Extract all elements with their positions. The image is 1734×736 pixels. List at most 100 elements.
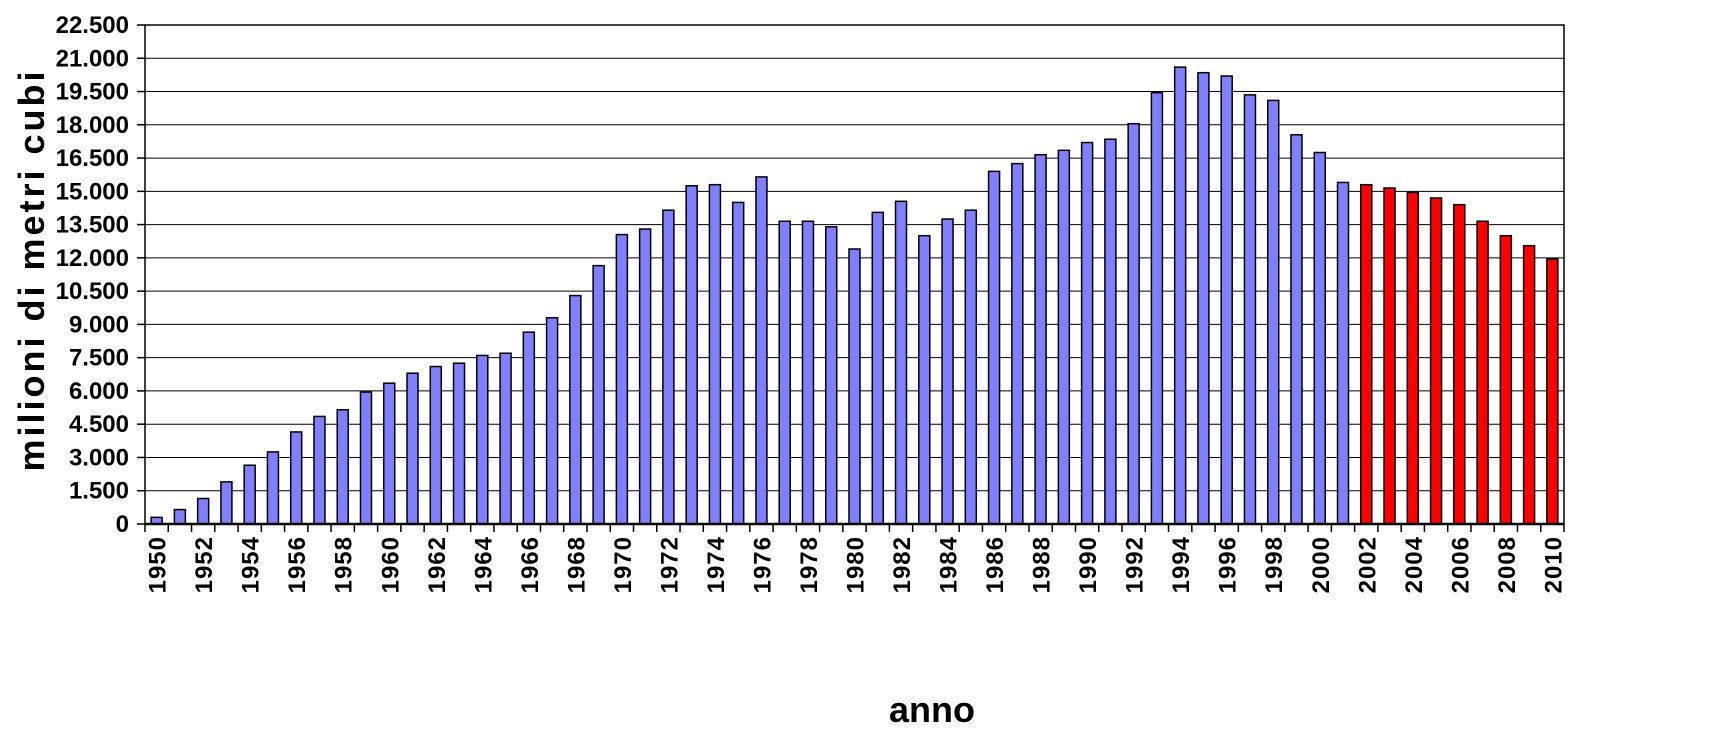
y-tick-label: 10.500: [56, 278, 129, 305]
bar-1975: [731, 201, 745, 525]
bar-2004: [1406, 191, 1420, 525]
x-tick-label: 1956: [284, 536, 311, 593]
bar-1969: [592, 264, 605, 525]
bar-1966: [522, 331, 536, 525]
x-tick-label: 1954: [238, 536, 265, 593]
bar-1979: [824, 226, 838, 525]
bar-2000: [1313, 151, 1326, 525]
bar-1968: [569, 294, 582, 525]
x-tick-label: 1994: [1168, 536, 1195, 593]
bar-1994: [1173, 66, 1187, 525]
bar-1987: [1011, 162, 1024, 525]
bar-1985: [964, 209, 978, 525]
bar-1952: [196, 497, 210, 525]
x-tick-label: 1986: [982, 536, 1009, 593]
bars: [150, 66, 1559, 525]
bar-1976: [755, 176, 768, 525]
x-tick-label: 1992: [1122, 536, 1149, 593]
bar-1970: [615, 233, 629, 525]
bar-1998: [1266, 99, 1280, 525]
bar-1996: [1220, 75, 1233, 525]
bar-1990: [1080, 141, 1094, 525]
x-tick-label: 1976: [749, 536, 776, 593]
bar-1959: [359, 391, 373, 525]
x-axis-title: anno: [889, 689, 975, 730]
x-tick-label: 1958: [331, 536, 358, 593]
bar-1983: [918, 234, 931, 525]
x-tick-label: 1970: [610, 536, 637, 593]
x-tick-label: 2006: [1447, 536, 1474, 593]
x-tick-label: 1980: [843, 536, 870, 593]
bar-2001: [1336, 181, 1350, 525]
bar-2005: [1429, 197, 1443, 525]
bar-1982: [894, 200, 908, 525]
bar-1988: [1034, 153, 1047, 525]
y-tick-label: 12.000: [56, 245, 129, 272]
bar-1984: [941, 218, 954, 525]
bar-1999: [1290, 134, 1303, 525]
bar-1978: [801, 220, 815, 525]
bar-1956: [289, 431, 303, 525]
y-tick-label: 19.500: [56, 79, 129, 106]
x-tick-label: 1998: [1261, 536, 1288, 593]
bar-1992: [1127, 122, 1140, 525]
bar-1997: [1243, 94, 1257, 525]
y-tick-labels: 0 1.500 3.000 4.500 6.000 7.500 9.000 10.500 12.…: [56, 12, 145, 538]
x-tick-label: 1974: [703, 536, 730, 593]
y-axis-title: milioni di metri cubi: [11, 68, 52, 471]
bar-1980: [848, 248, 861, 525]
y-tick-label: 18.000: [56, 112, 129, 139]
y-tick-label: 21.000: [56, 45, 129, 72]
bar-2003: [1383, 187, 1396, 525]
x-tick-label: 1960: [377, 536, 404, 593]
y-tick-label: 1.500: [69, 478, 129, 505]
y-tick-label: 13.500: [56, 212, 129, 239]
bar-2006: [1453, 203, 1466, 525]
x-tick-labels: 1950 1952 1954 1956 1958 1960 1962 1964 1966 1968…: [144, 524, 1567, 593]
x-tick-label: 1982: [889, 536, 916, 593]
y-tick-label: 22.500: [56, 12, 129, 39]
bar-2007: [1476, 220, 1489, 525]
bar-1991: [1104, 138, 1117, 525]
bar-1961: [406, 372, 419, 525]
x-tick-label: 1966: [517, 536, 544, 593]
y-tick-label: 3.000: [69, 444, 129, 471]
y-tick-label: 16.500: [56, 145, 129, 172]
bar-1960: [383, 382, 396, 525]
bar-1995: [1197, 71, 1210, 525]
bar-1965: [499, 352, 512, 525]
x-tick-label: 1952: [191, 536, 218, 593]
x-tick-label: 1950: [145, 536, 172, 593]
x-tick-label: 2002: [1354, 536, 1381, 593]
x-tick-label: 1972: [656, 536, 683, 593]
y-tick-label: 4.500: [69, 411, 129, 438]
bar-1963: [452, 362, 466, 525]
x-tick-label: 1968: [563, 536, 590, 593]
bar-1973: [685, 185, 698, 525]
x-tick-label: 1984: [936, 536, 963, 593]
y-tick-label: 6.000: [69, 378, 129, 405]
x-tick-label: 1990: [1075, 536, 1102, 593]
x-tick-label: 1996: [1215, 536, 1242, 593]
bar-1955: [266, 451, 280, 525]
bar-1981: [871, 211, 885, 525]
x-tick-label: 2004: [1401, 536, 1428, 593]
x-tick-label: 1988: [1029, 536, 1056, 593]
x-tick-label: 2000: [1308, 536, 1335, 593]
bar-1977: [778, 220, 791, 525]
bar-1962: [429, 365, 443, 525]
bar-1954: [243, 464, 256, 525]
bar-2008: [1499, 234, 1513, 525]
bar-1989: [1057, 149, 1071, 525]
x-tick-label: 2010: [1540, 536, 1567, 593]
x-tick-label: 1978: [796, 536, 823, 593]
bar-2009: [1522, 244, 1536, 525]
x-tick-label: 2008: [1494, 536, 1521, 593]
bar-1967: [545, 317, 559, 525]
y-tick-label: 7.500: [69, 345, 129, 372]
y-tick-label: 15.000: [56, 178, 129, 205]
bar-1951: [173, 508, 187, 525]
axes: [144, 24, 1565, 526]
